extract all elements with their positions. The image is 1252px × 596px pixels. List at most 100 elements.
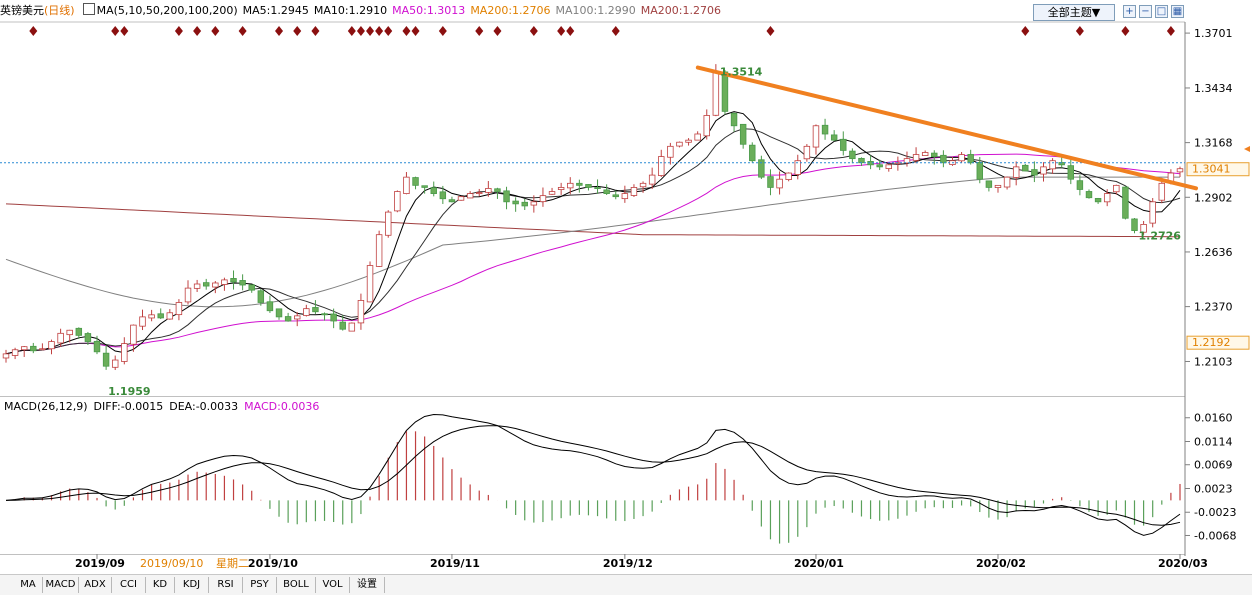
candle-down [821, 124, 829, 135]
moving-average-lines [5, 111, 1181, 355]
candle-down [758, 159, 765, 178]
candle-down [840, 138, 847, 151]
event-marker-icon[interactable] [1021, 26, 1030, 36]
macd-axis-ticks: 0.0160 0.0114 0.0069 0.0023 -0.0023 -0.0068 [1185, 412, 1236, 542]
tab-psy[interactable]: PSY [243, 577, 277, 593]
candle-down [1094, 198, 1102, 203]
extra-price-box [1186, 335, 1250, 350]
macd-chart[interactable]: 0.0160 0.0114 0.0069 0.0023 -0.0023 -0.0068 [0, 396, 1252, 556]
ma200-line [5, 203, 1180, 238]
event-marker-icon[interactable] [174, 26, 183, 36]
candle-up [39, 348, 46, 351]
tab-vol[interactable]: VOL [316, 577, 350, 593]
candle-up [221, 279, 228, 285]
candle-down [102, 352, 110, 367]
event-marker-icon[interactable] [293, 26, 302, 36]
candle-up [667, 145, 674, 158]
candle-down [266, 301, 274, 312]
candle-down [594, 187, 601, 189]
candle-up [958, 154, 965, 162]
period-label[interactable]: (日线) [44, 4, 75, 17]
event-marker-icon[interactable] [1121, 26, 1130, 36]
event-marker-icon[interactable] [275, 26, 284, 36]
candle-down [248, 284, 255, 291]
event-marker-icon[interactable] [311, 26, 320, 36]
candle-up [466, 193, 474, 199]
event-marker-icon[interactable] [1166, 26, 1175, 36]
event-marker-icon[interactable] [438, 26, 447, 36]
candle-up [294, 315, 301, 320]
candle-down [739, 123, 747, 145]
event-marker-icon[interactable] [211, 26, 220, 36]
tab-macd[interactable]: MACD [43, 577, 79, 593]
theme-dropdown[interactable]: 全部主题▼ [1033, 4, 1115, 21]
ma100-line [5, 176, 1180, 308]
candle-up [1012, 166, 1020, 178]
trendline[interactable] [695, 65, 1198, 191]
event-marker-icon[interactable] [475, 26, 484, 36]
event-marker-icon[interactable] [238, 26, 247, 36]
candle-down [430, 187, 437, 194]
macd-dea: DEA:-0.0033 [169, 400, 239, 413]
candle-up [348, 322, 356, 332]
candle-down [312, 307, 319, 313]
tab-rsi[interactable]: RSI [209, 577, 243, 593]
candle-up [1158, 182, 1166, 201]
candle-down [284, 316, 292, 322]
macd-tick-label: 0.0160 [1194, 412, 1233, 425]
price-tick-label: 1.2636 [1194, 246, 1233, 259]
window-icon[interactable]: □ [1155, 5, 1168, 18]
event-marker-icon[interactable] [611, 26, 620, 36]
dea-line [5, 425, 1181, 526]
macd-tick-label: -0.0068 [1194, 529, 1236, 542]
candle-down [439, 191, 447, 200]
candle-icon [82, 3, 95, 15]
candle-up [403, 176, 410, 194]
tab-kdj[interactable]: KDJ [175, 577, 209, 593]
event-marker-icon[interactable] [375, 26, 384, 36]
price-tick-label: 1.2902 [1194, 191, 1233, 204]
high-annotation: 1.3514 [720, 66, 763, 79]
event-marker-icon[interactable] [402, 26, 411, 36]
event-marker-icon[interactable] [384, 26, 393, 36]
candle-up [912, 154, 920, 161]
candle-up [111, 359, 119, 368]
plus-icon[interactable]: + [1123, 5, 1136, 18]
event-marker-icon[interactable] [493, 26, 502, 36]
event-marker-icon[interactable] [411, 26, 420, 36]
candle-up [2, 353, 10, 359]
grid-icon[interactable]: ▦ [1171, 5, 1184, 18]
event-marker-icon[interactable] [347, 26, 356, 36]
macd-tick-label: 0.0023 [1194, 482, 1233, 495]
price-chart[interactable]: 1.3701 1.3434 1.3168 1.2902 1.2636 1.2370 1.21… [0, 0, 1252, 400]
ma100-value: MA100:1.2990 [555, 4, 636, 17]
macd-tick-label: 0.0069 [1194, 459, 1233, 472]
candle-down [503, 190, 510, 203]
event-marker-icon[interactable] [111, 26, 120, 36]
price-tick-label: 1.3434 [1194, 82, 1233, 95]
candle-up [539, 195, 547, 203]
macd-tick-label: -0.0023 [1194, 506, 1236, 519]
event-marker-icon[interactable] [193, 26, 202, 36]
event-marker-icon[interactable] [120, 26, 129, 36]
candle-up [1149, 201, 1156, 224]
tab-adx[interactable]: ADX [79, 577, 112, 593]
event-marker-icon[interactable] [366, 26, 375, 36]
event-marker-icon[interactable] [29, 26, 38, 36]
event-marker-icon[interactable] [766, 26, 775, 36]
tab-ma[interactable]: MA [14, 577, 43, 593]
event-marker-icon[interactable] [356, 26, 365, 36]
event-marker-icon[interactable] [529, 26, 538, 36]
ma5-value: MA5:1.2945 [242, 4, 309, 17]
tab-boll[interactable]: BOLL [277, 577, 316, 593]
low-annotation-2: 1.1959 [108, 385, 150, 398]
date-tick-label: 2020/02 [976, 557, 1026, 570]
macd-params: MACD(26,12,9) [4, 400, 88, 413]
tab-settings[interactable]: 设置 [350, 577, 385, 593]
tab-cci[interactable]: CCI [112, 577, 146, 593]
event-marker-icon[interactable] [566, 26, 575, 36]
event-marker-icon[interactable] [557, 26, 566, 36]
tab-kd[interactable]: KD [146, 577, 175, 593]
event-marker-icon[interactable] [1075, 26, 1084, 36]
minus-icon[interactable]: − [1139, 5, 1152, 18]
